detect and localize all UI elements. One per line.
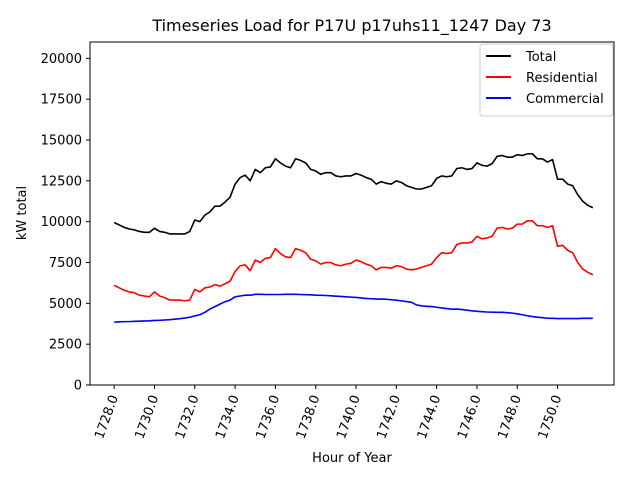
x-axis-label: Hour of Year: [312, 451, 392, 466]
y-tick-label: 5000: [49, 297, 82, 312]
legend: Total Residential Commercial: [479, 43, 614, 117]
y-axis-label: kW total: [15, 186, 30, 240]
y-tick-label: 0: [74, 379, 82, 394]
legend-label-total: Total: [525, 50, 556, 65]
series-layer: [113, 153, 594, 323]
legend-box: [479, 43, 614, 117]
series-line-total: [113, 153, 594, 235]
y-tick-label: 15000: [41, 134, 82, 149]
series-line-residential: [113, 220, 594, 302]
legend-label-commercial: Commercial: [526, 92, 604, 107]
y-tick-label: 12500: [41, 174, 82, 189]
y-tick-label: 10000: [41, 215, 82, 230]
series-line-commercial: [114, 293, 593, 323]
y-tick-label: 2500: [49, 338, 82, 353]
legend-label-residential: Residential: [526, 71, 598, 86]
y-tick-label: 20000: [41, 52, 82, 67]
chart-title: Timeseries Load for P17U p17uhs11_1247 D…: [151, 16, 551, 36]
y-tick-label: 7500: [49, 256, 82, 271]
axes-frame: [89, 41, 615, 386]
y-tick-label: 17500: [41, 93, 82, 108]
